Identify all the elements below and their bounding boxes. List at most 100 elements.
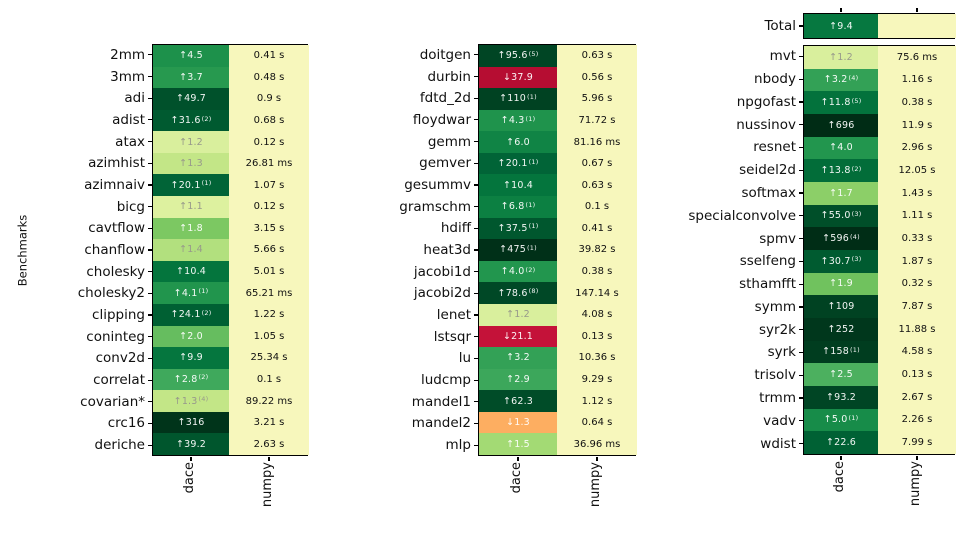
speedup-cell: ↑252 bbox=[804, 317, 878, 341]
row-label: vadv bbox=[650, 409, 803, 432]
speedup-cell: ↑13.8 (2) bbox=[804, 159, 878, 182]
row-label: nussinov bbox=[650, 113, 803, 136]
time-cell: 75.6 ms bbox=[878, 46, 956, 69]
time-cell: 1.07 s bbox=[229, 174, 309, 197]
row-label: ludcmp bbox=[352, 369, 478, 391]
speedup-cell: ↑10.4 bbox=[479, 174, 557, 197]
speedup-cell: ↑4.3 (1) bbox=[479, 109, 557, 132]
speedup-cell: ↑78.6 (8) bbox=[479, 282, 557, 304]
time-cell: 1.12 s bbox=[557, 390, 637, 412]
row-label: mandel1 bbox=[352, 391, 478, 413]
row-label: deriche bbox=[26, 434, 152, 456]
row-labels: Total bbox=[650, 13, 803, 39]
speedup-cell: ↑31.6 (2) bbox=[153, 109, 229, 132]
speedup-cell: ↑22.6 bbox=[804, 431, 878, 454]
row-label: gemm bbox=[352, 131, 478, 153]
column-label-numpy: numpy bbox=[588, 462, 603, 508]
time-cell: 12.05 s bbox=[878, 159, 956, 182]
axis-tick bbox=[916, 8, 918, 13]
time-cell: 2.26 s bbox=[878, 408, 956, 432]
row-label: cholesky2 bbox=[26, 283, 152, 305]
row-label: cholesky bbox=[26, 261, 152, 283]
speedup-cell: ↑1.4 bbox=[153, 239, 229, 261]
time-cell: 4.08 s bbox=[557, 303, 637, 326]
time-cell: 0.63 s bbox=[557, 174, 637, 197]
row-label: mandel2 bbox=[352, 413, 478, 435]
column-label-dace: dace bbox=[509, 462, 524, 494]
row-label: npgofast bbox=[650, 91, 803, 114]
time-cell: 147.14 s bbox=[557, 282, 637, 304]
row-label: spmv bbox=[650, 227, 803, 250]
row-label: nbody bbox=[650, 68, 803, 91]
time-cell: 0.38 s bbox=[557, 260, 637, 283]
axis-tick bbox=[840, 455, 842, 460]
time-cell: 0.48 s bbox=[229, 66, 309, 89]
speedup-cell: ↓37.9 bbox=[479, 66, 557, 89]
column-label-numpy: numpy bbox=[260, 462, 275, 508]
row-label: seidel2d bbox=[650, 159, 803, 182]
row-label: jacobi1d bbox=[352, 261, 478, 283]
time-cell: 11.9 s bbox=[878, 113, 956, 137]
time-cell: 39.82 s bbox=[557, 239, 637, 261]
row-label: cavtflow bbox=[26, 217, 152, 239]
speedup-cell: ↑24.1 (2) bbox=[153, 303, 229, 326]
column-label-dace: dace bbox=[832, 461, 847, 493]
row-label: azimhist bbox=[26, 152, 152, 174]
time-cell: 0.64 s bbox=[557, 411, 637, 434]
time-cell: 0.63 s bbox=[557, 45, 637, 67]
time-cell: 7.87 s bbox=[878, 295, 956, 318]
time-cell: 65.21 ms bbox=[229, 282, 309, 304]
row-label: syr2k bbox=[650, 318, 803, 341]
speedup-cell: ↑316 bbox=[153, 411, 229, 434]
heatmap-grid: ↑1.2 75.6 ms ↑3.2 (4) 1.16 s ↑11.8 (5) 0.38 s ↑6… bbox=[803, 45, 956, 460]
time-cell: 0.38 s bbox=[878, 91, 956, 114]
row-label: adist bbox=[26, 109, 152, 131]
row-label: wdist bbox=[650, 432, 803, 455]
speedup-cell: ↑20.1 (1) bbox=[479, 152, 557, 175]
time-cell: 7.99 s bbox=[878, 431, 956, 454]
row-label: adi bbox=[26, 87, 152, 109]
time-cell: 4.58 s bbox=[878, 340, 956, 364]
row-label: lenet bbox=[352, 304, 478, 326]
speedup-cell: ↑3.2 bbox=[479, 347, 557, 369]
time-cell: 36.96 ms bbox=[557, 433, 637, 455]
row-label: correlat bbox=[26, 369, 152, 391]
speedup-cell: ↑2.5 bbox=[804, 363, 878, 386]
speedup-cell: ↑696 bbox=[804, 113, 878, 137]
heatmap-grid: ↑4.5 0.41 s ↑3.7 0.48 s ↑49.7 0.9 s ↑31.6 (2) 0.… bbox=[152, 44, 309, 461]
speedup-cell: ↑37.5 (1) bbox=[479, 217, 557, 240]
time-cell: 25.34 s bbox=[229, 347, 309, 369]
speedup-cell: ↑20.1 (1) bbox=[153, 174, 229, 197]
time-cell: 0.41 s bbox=[557, 217, 637, 240]
time-cell bbox=[878, 14, 956, 38]
row-label: syrk bbox=[650, 341, 803, 364]
column-label-numpy: numpy bbox=[908, 461, 923, 507]
time-cell: 3.15 s bbox=[229, 217, 309, 240]
speedup-cell: ↑4.5 bbox=[153, 45, 229, 67]
row-label: mvt bbox=[650, 45, 803, 68]
time-cell: 0.41 s bbox=[229, 45, 309, 67]
time-cell: 0.1 s bbox=[229, 368, 309, 391]
row-label: doitgen bbox=[352, 44, 478, 66]
speedup-cell: ↑10.4 bbox=[153, 260, 229, 283]
row-label: softmax bbox=[650, 182, 803, 205]
speedup-cell: ↑1.8 bbox=[153, 217, 229, 240]
speedup-cell: ↑30.7 (3) bbox=[804, 249, 878, 273]
row-labels: mvt nbody npgofast nussinov resnet seidel2d so… bbox=[650, 45, 803, 455]
speedup-cell: ↑1.2 bbox=[153, 131, 229, 153]
time-cell: 0.1 s bbox=[557, 196, 637, 218]
speedup-cell: ↑109 bbox=[804, 295, 878, 318]
speedup-cell: ↑475 (1) bbox=[479, 239, 557, 261]
time-cell: 5.01 s bbox=[229, 260, 309, 283]
time-cell: 0.56 s bbox=[557, 66, 637, 89]
time-cell: 0.68 s bbox=[229, 109, 309, 132]
time-cell: 1.87 s bbox=[878, 249, 956, 273]
heatmap-grid: ↑95.6 (5) 0.63 s ↓37.9 0.56 s ↑110 (1) 5.96 s ↑4… bbox=[478, 44, 637, 461]
row-label: specialconvolve bbox=[650, 204, 803, 227]
row-label: conv2d bbox=[26, 348, 152, 370]
time-cell: 2.67 s bbox=[878, 385, 956, 409]
time-cell: 1.43 s bbox=[878, 181, 956, 205]
row-label: jacobi2d bbox=[352, 283, 478, 305]
speedup-cell: ↑4.0 bbox=[804, 136, 878, 160]
time-cell: 3.21 s bbox=[229, 411, 309, 434]
